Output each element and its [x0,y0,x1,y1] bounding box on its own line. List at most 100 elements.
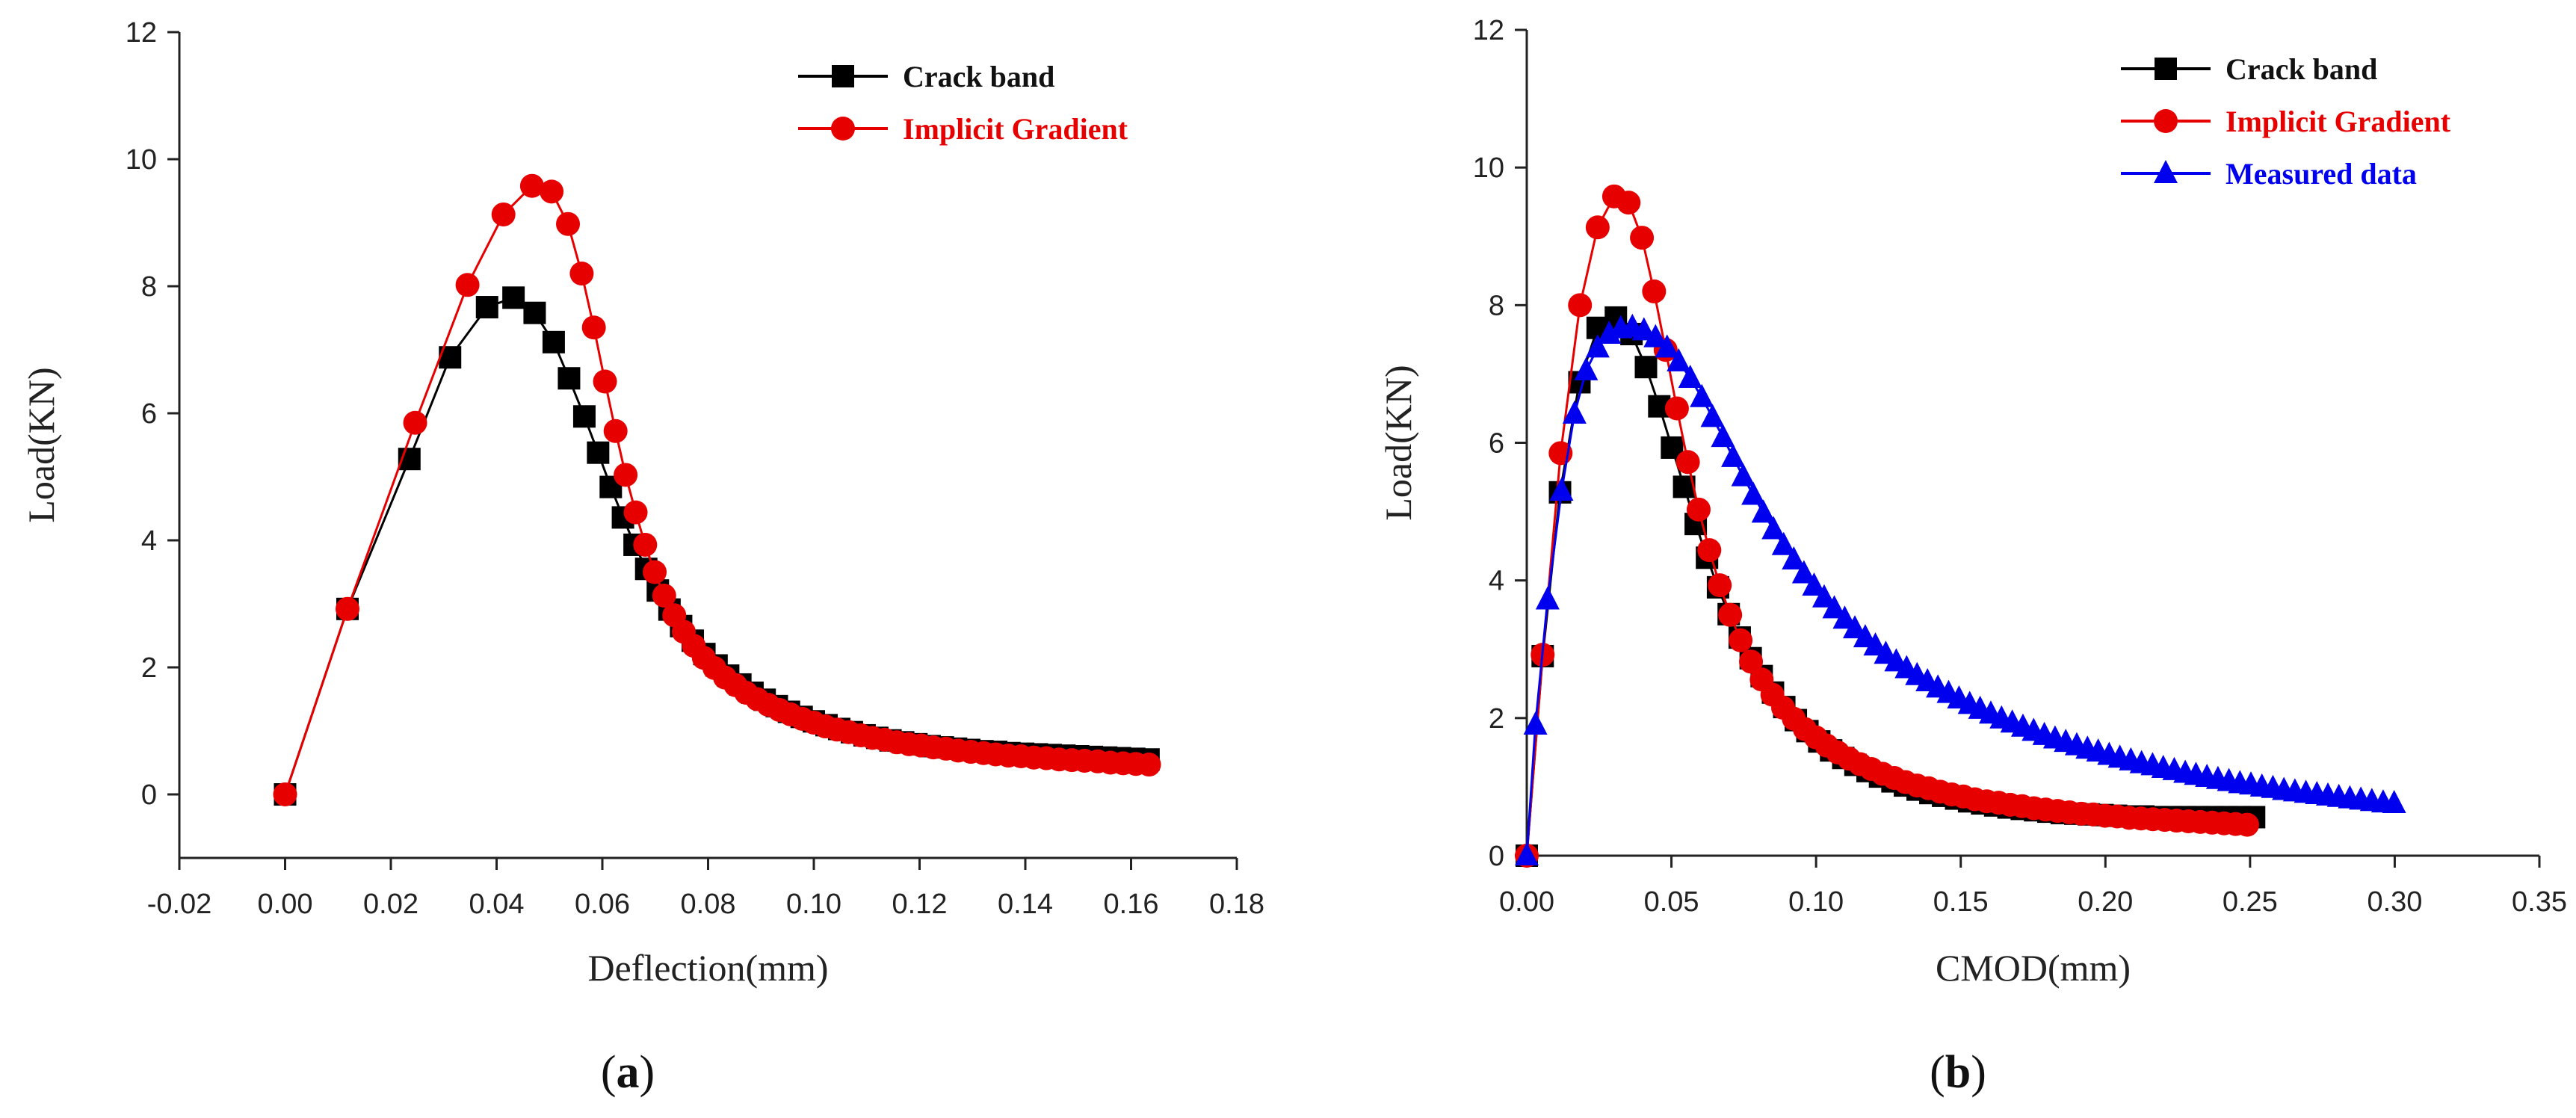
data-point-circle-4 [491,202,516,226]
legend: Crack band Implicit Gradient [798,60,1128,146]
data-point-triangle-26 [1802,572,1826,596]
y-tick-label: 6 [1489,428,1504,460]
data-point-circle-7 [1630,226,1655,250]
panel-label: (b) [1930,1047,1986,1098]
data-point-triangle-14 [1678,364,1702,388]
data-point-legend-triangle [2154,160,2178,183]
x-tick-label: 0.25 [2223,886,2278,918]
data-point-circle-7 [556,211,581,236]
x-tick-label: 0.16 [1104,889,1159,920]
x-tick-label: -0.02 [147,889,212,920]
x-tick-label: 0.15 [1933,886,1989,918]
data-point-triangle-15 [1690,383,1714,407]
data-point-circle-57 [1137,753,1161,777]
y-tick-label: 10 [126,144,157,176]
data-point-square-7 [1634,356,1658,379]
data-point-triangle-22 [1761,516,1786,540]
data-point-triangle-18 [1721,443,1746,467]
x-axis-title: CMOD(mm) [1936,947,2131,989]
data-point-circle-2 [403,410,427,435]
x-tick-label: 0.05 [1644,886,1699,918]
legend-label: Measured data [2226,157,2417,191]
data-point-triangle-24 [1782,546,1806,570]
data-point-circle-11 [603,419,628,443]
data-point-circle-3 [455,273,480,297]
data-point-circle-11 [1675,450,1700,475]
data-point-square-10 [587,441,610,464]
y-tick-label: 2 [141,652,157,684]
x-tick-label: 0.35 [2512,886,2567,918]
x-tick-label: 0.10 [786,889,841,920]
data-point-triangle-13 [1667,348,1691,371]
y-tick-label: 4 [1489,566,1504,597]
data-point-legend-square [2155,58,2177,80]
x-tick-label: 0.30 [2367,886,2422,918]
chart-panel-b: 0.00 0.05 0.10 0.15 0.20 0.25 0.30 0.35 0 2 4 6 8 10 1… [1377,15,2567,1098]
data-point-legend-circle [831,117,855,140]
data-point-triangle-16 [1700,404,1725,427]
data-point-triangle-11 [1643,324,1668,348]
data-point-triangle-80 [2382,790,2406,814]
data-point-square-5 [502,286,525,309]
data-point-triangle-21 [1751,499,1776,523]
data-point-circle-5 [519,173,544,198]
data-point-circle-10 [1664,396,1689,421]
data-point-circle-13 [1697,538,1722,563]
data-point-circle-14 [1708,573,1732,598]
y-tick-label: 12 [1473,15,1504,46]
data-point-triangle-20 [1741,481,1766,505]
series-implicit-gradient [273,173,1161,806]
data-point-triangle-17 [1711,424,1735,448]
y-tick-label: 8 [141,271,157,303]
legend-label: Implicit Gradient [903,112,1128,146]
data-point-circle-17 [1739,649,1764,674]
legend-label: Crack band [2226,52,2377,86]
y-tick-label: 8 [1489,290,1504,321]
data-point-square-6 [523,301,546,324]
data-point-square-8 [557,367,581,390]
panel-label: (a) [601,1047,655,1098]
data-point-triangle-23 [1771,531,1796,555]
x-tick-label: 0.08 [681,889,736,920]
data-point-triangle-27 [1811,584,1836,608]
y-axis-title: Load(KN) [20,367,62,522]
data-point-circle-1 [335,596,359,621]
data-point-legend-circle [2154,109,2178,133]
y-tick-label: 2 [1489,703,1504,735]
series-measured-data [1515,313,2406,865]
legend-label: Crack band [903,60,1054,93]
data-point-circle-14 [633,532,658,557]
data-point-triangle-5 [1574,356,1599,380]
data-point-circle-3 [1568,293,1593,318]
data-point-circle-16 [652,583,676,608]
data-point-square-7 [542,330,565,353]
x-tick-label: 0.12 [892,889,948,920]
x-tick-label: 0.02 [363,889,418,920]
x-tick-label: 0.04 [469,889,525,920]
data-point-circle-13 [623,500,648,525]
x-tick-label: 0.00 [258,889,313,920]
data-point-circle-15 [643,560,667,584]
x-tick-label: 0.20 [2078,886,2133,918]
data-point-circle-8 [569,262,594,285]
data-point-circle-15 [1718,602,1743,627]
legend-label: Implicit Gradient [2226,105,2451,138]
data-point-triangle-6 [1585,334,1610,358]
data-point-circle-0 [273,782,297,806]
data-point-triangle-4 [1562,400,1587,424]
data-point-circle-8 [1642,279,1667,303]
data-point-triangle-0 [1515,842,1539,865]
data-point-triangle-30 [1843,615,1868,639]
chart-panel-a: -0.02 0.00 0.02 0.04 0.06 0.08 0.10 0.12 0.14 0.1… [20,17,1264,1098]
data-point-triangle-28 [1822,595,1847,619]
x-tick-label: 0.14 [998,889,1053,920]
x-tick-label: 0.06 [575,889,630,920]
data-point-triangle-2 [1535,586,1560,610]
data-point-square-9 [572,405,596,428]
y-tick-label: 6 [141,398,157,430]
data-point-circle-6 [540,179,564,204]
data-point-legend-square [832,65,854,87]
data-point-square-4 [475,296,498,319]
x-tick-label: 0.18 [1209,889,1264,920]
